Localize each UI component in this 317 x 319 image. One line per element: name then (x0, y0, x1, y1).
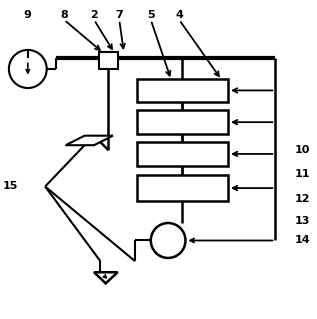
Text: 5: 5 (147, 10, 155, 20)
Text: 13: 13 (294, 216, 310, 226)
Circle shape (151, 223, 185, 258)
Text: 14: 14 (294, 235, 310, 246)
Polygon shape (66, 136, 113, 145)
Text: +: + (160, 235, 168, 246)
Text: 8: 8 (60, 10, 68, 20)
Text: 9: 9 (24, 10, 32, 20)
Text: 2: 2 (90, 10, 98, 20)
Text: 15: 15 (3, 182, 18, 191)
Text: 12: 12 (294, 194, 310, 204)
Text: 10: 10 (294, 145, 310, 155)
Text: 11: 11 (294, 169, 310, 179)
Bar (137, 110, 228, 134)
Bar (137, 175, 228, 201)
Text: 4: 4 (175, 10, 183, 20)
Bar (99, 51, 118, 69)
Text: 7: 7 (115, 10, 123, 20)
Bar (137, 78, 228, 102)
Bar (137, 142, 228, 166)
